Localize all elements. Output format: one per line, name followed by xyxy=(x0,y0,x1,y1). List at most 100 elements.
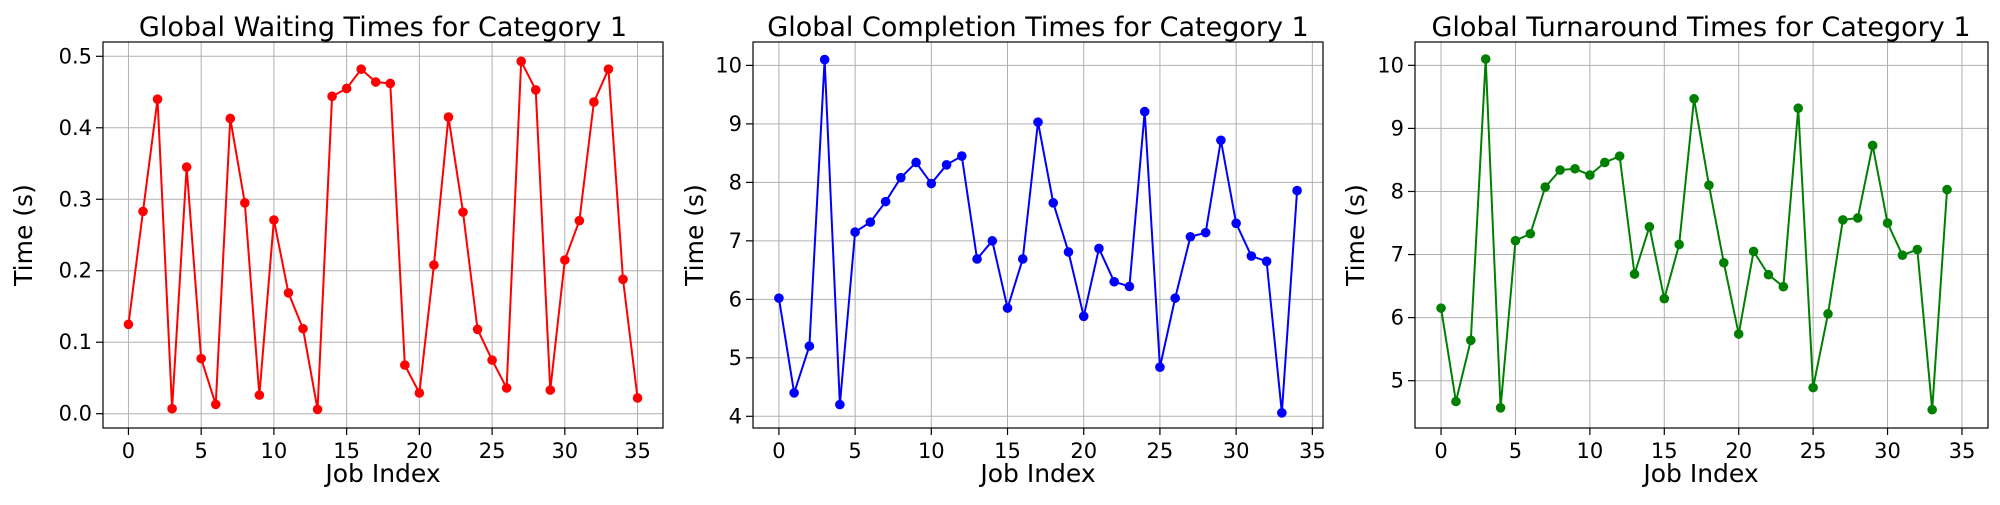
data-point xyxy=(1261,256,1272,267)
data-point xyxy=(1614,151,1625,161)
data-point xyxy=(1063,247,1074,257)
data-point xyxy=(956,151,967,161)
data-point xyxy=(123,319,134,330)
y-tick-label: 10 xyxy=(715,53,742,77)
data-point xyxy=(516,56,526,67)
data-point xyxy=(1216,135,1226,146)
data-point xyxy=(1823,309,1833,319)
x-tick-label: 15 xyxy=(994,439,1021,463)
data-point xyxy=(632,393,643,403)
data-point xyxy=(1231,218,1241,229)
data-point xyxy=(1155,362,1165,372)
x-tick-label: 10 xyxy=(918,439,945,463)
data-point xyxy=(210,399,221,410)
data-point xyxy=(545,385,556,395)
data-point xyxy=(167,403,177,414)
data-point xyxy=(400,360,410,370)
data-point xyxy=(1912,244,1923,255)
data-point xyxy=(1495,403,1506,413)
data-point xyxy=(880,196,891,207)
data-point xyxy=(443,112,454,122)
y-tick-label: 8 xyxy=(1391,179,1404,203)
data-point xyxy=(1882,218,1893,228)
series-line xyxy=(127,57,639,410)
x-tick-label: 15 xyxy=(333,439,360,463)
data-point xyxy=(1451,396,1461,407)
y-axis-label: Time (s) xyxy=(1341,184,1370,287)
y-tick-label: 7 xyxy=(1391,243,1404,267)
data-point xyxy=(487,355,497,365)
data-point xyxy=(865,217,876,227)
y-tick-label: 0.1 xyxy=(59,330,92,354)
data-point xyxy=(941,160,952,170)
x-tick-label: 0 xyxy=(1434,439,1447,463)
y-tick-label: 9 xyxy=(1391,116,1404,140)
data-point xyxy=(774,293,784,303)
plot-frame xyxy=(102,41,664,429)
data-point xyxy=(1017,254,1028,264)
completion-times-chart: 0 5 10 15 20 25 30 35 4 5 6 7 8 9 10 Global Completion… xyxy=(680,12,1326,488)
x-axis-label: Job Index xyxy=(323,459,440,488)
data-point xyxy=(1200,227,1211,238)
data-point xyxy=(1778,281,1789,292)
data-point xyxy=(530,85,541,95)
turnaround-times-chart: 0 5 10 15 20 25 30 35 5 6 7 8 9 10 Global Turnaround … xyxy=(1341,12,1989,488)
data-point xyxy=(1525,228,1536,239)
y-tick-label: 7 xyxy=(729,229,742,253)
data-point xyxy=(1124,281,1135,292)
y-tick-label: 9 xyxy=(729,112,742,136)
plot-frame xyxy=(1414,41,1989,429)
data-point xyxy=(152,94,163,104)
data-point xyxy=(370,77,381,87)
y-tick-label: 8 xyxy=(729,170,742,194)
x-tick-label: 30 xyxy=(1223,439,1250,463)
data-point xyxy=(896,172,906,183)
x-tick-label: 20 xyxy=(1725,439,1752,463)
x-tick-label: 15 xyxy=(1651,439,1678,463)
data-point xyxy=(789,388,799,398)
grid xyxy=(753,42,1323,428)
data-point xyxy=(1659,293,1670,304)
y-tick-label: 10 xyxy=(1377,53,1404,77)
data-point xyxy=(429,260,439,270)
data-point xyxy=(1719,257,1729,268)
data-point xyxy=(1733,329,1744,339)
y-tick-label: 0.0 xyxy=(59,402,92,426)
data-point xyxy=(254,390,265,400)
data-point xyxy=(269,215,279,225)
data-point xyxy=(1793,103,1804,114)
y-axis-label: Time (s) xyxy=(680,184,709,287)
data-point xyxy=(1480,54,1491,64)
y-tick-label: 6 xyxy=(729,287,742,311)
data-points xyxy=(123,56,643,415)
data-point xyxy=(1002,303,1013,313)
data-point xyxy=(1748,246,1759,257)
data-point xyxy=(458,207,468,217)
data-point xyxy=(1629,269,1640,279)
data-point xyxy=(603,64,614,74)
data-point xyxy=(1867,140,1878,151)
data-point xyxy=(1078,311,1089,322)
data-point xyxy=(1585,170,1595,180)
data-point xyxy=(911,157,921,168)
x-tick-label: 25 xyxy=(479,439,506,463)
data-point xyxy=(1570,163,1580,174)
x-tick-label: 35 xyxy=(1299,439,1326,463)
data-point xyxy=(1897,250,1908,260)
data-point xyxy=(1277,407,1287,418)
x-tick-label: 5 xyxy=(1509,439,1522,463)
data-point xyxy=(472,324,483,335)
data-point xyxy=(138,206,148,217)
data-point xyxy=(356,64,366,74)
x-tick-label: 5 xyxy=(194,439,207,463)
data-point xyxy=(1139,106,1150,117)
axis-ticks: 0 5 10 15 20 25 30 35 0.0 0.1 0.2 0.3 0.4 0.5 xyxy=(59,44,651,463)
data-points xyxy=(774,54,1302,418)
data-point xyxy=(1852,213,1863,223)
y-tick-label: 5 xyxy=(1391,369,1404,393)
x-tick-label: 10 xyxy=(1577,439,1604,463)
data-point xyxy=(1763,269,1774,280)
x-tick-label: 30 xyxy=(1874,439,1901,463)
grid xyxy=(1415,42,1988,428)
